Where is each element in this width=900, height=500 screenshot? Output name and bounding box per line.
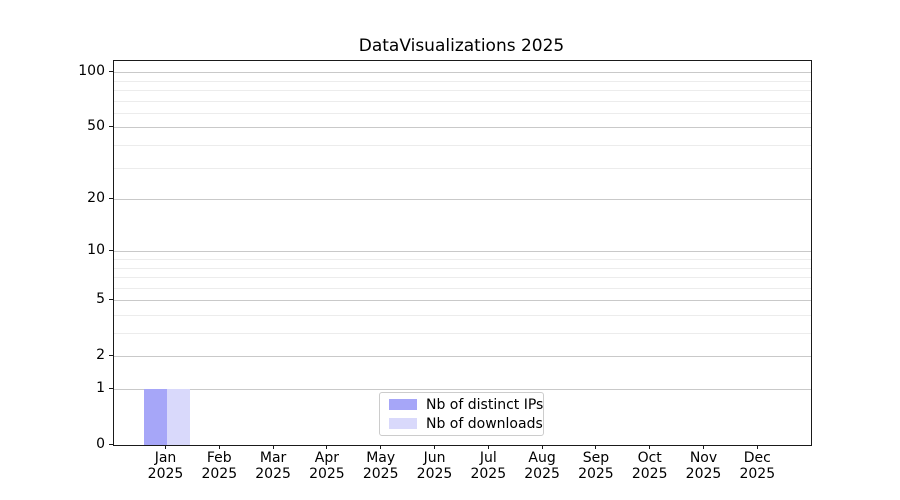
gridline-minor — [114, 314, 811, 316]
legend-entry-distinct-ips: Nb of distinct IPs — [389, 397, 543, 413]
gridline-minor — [114, 267, 811, 269]
x-axis-tick-label-year: 2025 — [578, 465, 614, 482]
x-axis-tick-mark — [649, 445, 651, 449]
gridline-major — [114, 356, 811, 358]
gridline-minor — [114, 287, 811, 289]
y-axis-tick-label: 1 — [96, 380, 105, 396]
x-axis-tick-label-month: Apr — [314, 450, 339, 466]
legend-swatch-distinct-ips — [389, 399, 417, 410]
gridline-major — [114, 389, 811, 390]
x-axis-tick-mark — [218, 445, 220, 449]
x-axis-tick-mark — [434, 445, 435, 449]
x-axis-tick-mark — [756, 445, 758, 449]
x-axis-tick-label-year: 2025 — [255, 465, 291, 482]
x-axis-tick-mark — [541, 445, 543, 449]
x-axis-tick-label-month: Feb — [206, 450, 232, 466]
y-axis-tick-mark — [109, 197, 113, 199]
legend: Nb of distinct IPs Nb of downloads — [379, 392, 544, 436]
x-axis-tick-label-month: Aug — [528, 450, 556, 466]
chart-title: DataVisualizations 2025 — [358, 36, 565, 56]
y-axis-tick-label: 50 — [87, 118, 105, 135]
y-axis-tick-label: 10 — [87, 242, 105, 259]
gridline-minor — [114, 112, 811, 114]
x-axis-tick-mark — [595, 445, 597, 449]
x-axis-tick-label: Jul 2025 — [456, 450, 520, 482]
x-axis-tick-label: May 2025 — [349, 450, 413, 482]
legend-label-distinct-ips: Nb of distinct IPs — [426, 396, 544, 413]
y-axis-tick-label: 2 — [96, 347, 105, 364]
x-axis-tick-label-year: 2025 — [739, 465, 776, 482]
x-axis-tick-label-year: 2025 — [309, 465, 345, 482]
x-axis-tick-label-year: 2025 — [524, 465, 560, 482]
gridline-minor — [114, 277, 811, 279]
bar-nb-of-downloads-jan — [166, 389, 190, 445]
x-axis-tick-mark — [703, 445, 704, 449]
y-axis-tick-mark — [109, 125, 113, 127]
legend-entry-downloads: Nb of downloads — [389, 416, 543, 432]
x-axis-tick-label-year: 2025 — [416, 465, 453, 482]
x-axis-tick-label-month: Dec — [743, 450, 771, 466]
x-axis-tick-label: Feb 2025 — [187, 450, 251, 482]
x-axis-tick-label-month: Jan — [154, 450, 177, 466]
gridline-major — [114, 300, 811, 302]
plot-area — [113, 60, 812, 446]
gridline-minor — [114, 258, 811, 260]
gridline-minor — [114, 80, 811, 82]
y-axis-tick-mark — [109, 354, 113, 356]
y-axis-tick-label: 20 — [87, 190, 105, 207]
x-axis-tick-label-year: 2025 — [685, 465, 722, 482]
gridline-minor — [114, 167, 811, 169]
x-axis-tick-label-month: Sep — [582, 450, 610, 466]
x-axis-tick-label: Jun 2025 — [403, 450, 467, 482]
legend-swatch-downloads — [389, 418, 417, 429]
gridline-major — [114, 72, 811, 74]
x-axis-tick-label: Apr 2025 — [295, 450, 359, 482]
gridline-minor — [114, 333, 811, 334]
x-axis-tick-label-year: 2025 — [147, 465, 184, 482]
x-axis-tick-label-year: 2025 — [362, 465, 399, 482]
legend-label-downloads: Nb of downloads — [426, 415, 543, 432]
x-axis-tick-label: Jan 2025 — [134, 450, 198, 482]
gridline-major — [114, 251, 811, 253]
x-axis-tick-label-year: 2025 — [470, 465, 507, 482]
x-axis-tick-mark — [326, 445, 328, 449]
x-axis-tick-label-year: 2025 — [201, 465, 238, 482]
y-axis-tick-mark — [109, 387, 113, 389]
x-axis-tick-label-month: Mar — [259, 450, 287, 466]
x-axis-tick-label: Sep 2025 — [564, 450, 628, 482]
y-axis-tick-mark — [109, 249, 113, 251]
y-axis-tick-mark — [109, 70, 113, 72]
x-axis-tick-label-month: May — [366, 450, 396, 466]
y-axis-tick-label: 5 — [96, 291, 105, 308]
gridline-major — [114, 199, 811, 201]
gridline-major — [114, 127, 811, 129]
x-axis-tick-label: Nov 2025 — [672, 450, 736, 482]
x-axis-tick-label-month: Jun — [423, 450, 446, 466]
bar-nb-of-distinct-ips-jan — [143, 389, 167, 445]
x-axis-tick-label: Oct 2025 — [618, 450, 682, 482]
x-axis-tick-label: Dec 2025 — [725, 450, 789, 482]
gridline-minor — [114, 145, 811, 146]
x-axis-tick-mark — [165, 445, 166, 449]
x-axis-tick-label-month: Jul — [479, 450, 497, 466]
x-axis-tick-mark — [380, 445, 382, 449]
y-axis-tick-label: 100 — [78, 63, 105, 80]
x-axis-tick-label: Mar 2025 — [241, 450, 305, 482]
gridline-minor — [114, 100, 811, 102]
y-axis-tick-mark — [109, 298, 113, 300]
y-axis-tick-mark — [109, 443, 113, 445]
gridline-minor — [114, 90, 811, 91]
x-axis-tick-label: Aug 2025 — [510, 450, 574, 482]
x-axis-tick-label-month: Nov — [689, 450, 718, 466]
x-axis-tick-mark — [487, 445, 489, 449]
x-axis-tick-label-year: 2025 — [631, 465, 668, 482]
x-axis-tick-mark — [272, 445, 274, 449]
y-axis-tick-label: 0 — [96, 436, 105, 452]
x-axis-tick-label-month: Oct — [637, 450, 662, 466]
